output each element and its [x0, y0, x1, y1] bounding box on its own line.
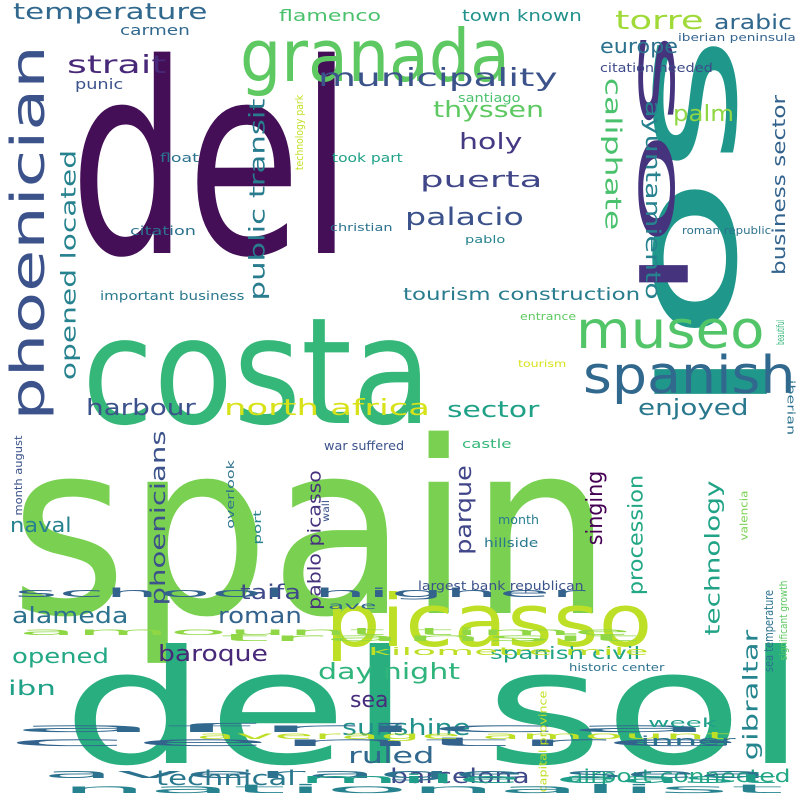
cloud-word: inner	[640, 734, 736, 748]
cloud-word: ayuntamiento	[640, 100, 665, 300]
cloud-word: arabic	[714, 10, 792, 34]
cloud-word: technology	[700, 479, 725, 636]
cloud-word: month	[498, 513, 539, 527]
cloud-word: pablo	[465, 233, 506, 246]
cloud-word: overlook	[224, 459, 238, 529]
cloud-word: historic center	[569, 661, 665, 674]
cloud-word: granada	[240, 14, 511, 98]
cloud-word: del	[70, 8, 352, 316]
cloud-word: alameda	[12, 604, 129, 629]
cloud-word: iberian peninsula	[678, 31, 796, 44]
cloud-word: war suffered	[324, 439, 405, 453]
cloud-word: ibn	[8, 676, 56, 700]
cloud-word: puerta	[420, 168, 543, 193]
cloud-word: palacio	[405, 203, 524, 231]
cloud-word: carmen	[120, 23, 190, 39]
cloud-word: naval	[10, 513, 72, 537]
cloud-word: santiago	[458, 91, 521, 105]
cloud-word: singing	[582, 470, 608, 545]
cloud-word: citation	[130, 224, 196, 238]
cloud-word: entrance	[520, 310, 577, 323]
cloud-word: procession	[623, 474, 648, 596]
cloud-word: tourism	[518, 359, 567, 370]
cloud-word: public transit	[244, 98, 269, 300]
cloud-word: hillside	[484, 536, 539, 550]
cloud-word: amount time	[18, 627, 632, 638]
cloud-word: enjoyed	[638, 396, 749, 421]
cloud-word: strait	[67, 50, 167, 79]
cloud-word: average sea	[42, 767, 770, 781]
cloud-word: torre	[615, 6, 704, 36]
cloud-word: roman republic	[682, 224, 772, 237]
cloud-word: taifa	[240, 580, 301, 604]
cloud-word: thyssen	[433, 98, 544, 123]
cloud-word: airport connected	[568, 766, 791, 787]
cloud-word: opened located	[56, 149, 81, 381]
cloud-word: sea	[350, 688, 389, 713]
cloud-word: del sol	[62, 617, 800, 800]
cloud-word: phoenician	[1, 44, 56, 421]
cloud-word: kilometre mile	[368, 645, 649, 658]
cloud-word: spanish civil	[490, 644, 641, 664]
cloud-word: month august	[11, 435, 25, 515]
cloud-word: costa	[82, 286, 432, 458]
cloud-word: sea temperature	[762, 589, 777, 673]
cloud-word: technology park	[293, 94, 307, 171]
cloud-word: museo	[576, 301, 765, 361]
cloud-word: north africa	[224, 396, 430, 421]
cloud-word: technical	[156, 766, 296, 790]
cloud-word: castle	[462, 437, 512, 451]
cloud-word: baroque	[158, 642, 268, 667]
cloud-word: citation needed	[600, 61, 713, 75]
cloud-word: spanish	[583, 346, 796, 406]
cloud-word: opened	[12, 644, 109, 668]
cloud-word: harbour	[86, 396, 196, 421]
cloud-word: wall	[320, 500, 332, 522]
cloud-word: flamenco	[279, 6, 382, 25]
cloud-word: average amount	[196, 731, 732, 742]
cloud-word: punic	[75, 77, 124, 93]
cloud-word: caliphate	[599, 77, 625, 231]
cloud-word: valencia	[736, 490, 750, 540]
cloud-word: christian	[330, 221, 393, 234]
cloud-word: mile east	[298, 772, 778, 786]
cloud-word: port	[250, 510, 264, 545]
cloud-word: week	[648, 716, 717, 730]
cloud-word: temperature	[13, 0, 208, 25]
cloud-word: holy	[459, 130, 523, 155]
cloud-word: transit	[219, 633, 640, 644]
cloud-word: took part	[332, 151, 403, 165]
cloud-word: palm	[673, 102, 734, 127]
cloud-word: parque	[451, 465, 477, 555]
cloud-word: centre	[4, 735, 744, 749]
cloud-word: significant growth	[776, 580, 790, 660]
cloud-word: ruled	[348, 744, 435, 769]
cloud-word: ave	[328, 601, 377, 612]
cloud-word: important business	[100, 289, 245, 303]
cloud-word: nationalist	[60, 782, 785, 796]
cloud-word: beautiful	[773, 320, 787, 345]
cloud-word: town known	[462, 6, 582, 25]
cloud-word: picasso	[325, 579, 653, 663]
cloud-word: europe	[600, 34, 678, 58]
cloud-word: phoenicians	[146, 429, 171, 606]
cloud-word: school higher	[14, 586, 586, 600]
cloud-word: sunshine	[342, 716, 471, 741]
cloud-word: africa	[8, 721, 719, 735]
cloud-word: spain	[10, 390, 613, 670]
cloud-word: sector	[447, 398, 540, 423]
cloud-word: float	[160, 151, 199, 165]
cloud-word: business sector	[769, 95, 790, 275]
cloud-word: iberian	[784, 379, 798, 436]
cloud-word: day night	[318, 660, 461, 685]
cloud-word: largest bank republican	[418, 579, 584, 593]
cloud-word: municipality	[318, 63, 558, 92]
cloud-word: barcelona	[390, 764, 530, 788]
cloud-word: tourism construction	[403, 285, 641, 305]
cloud-word: roman	[218, 604, 302, 629]
